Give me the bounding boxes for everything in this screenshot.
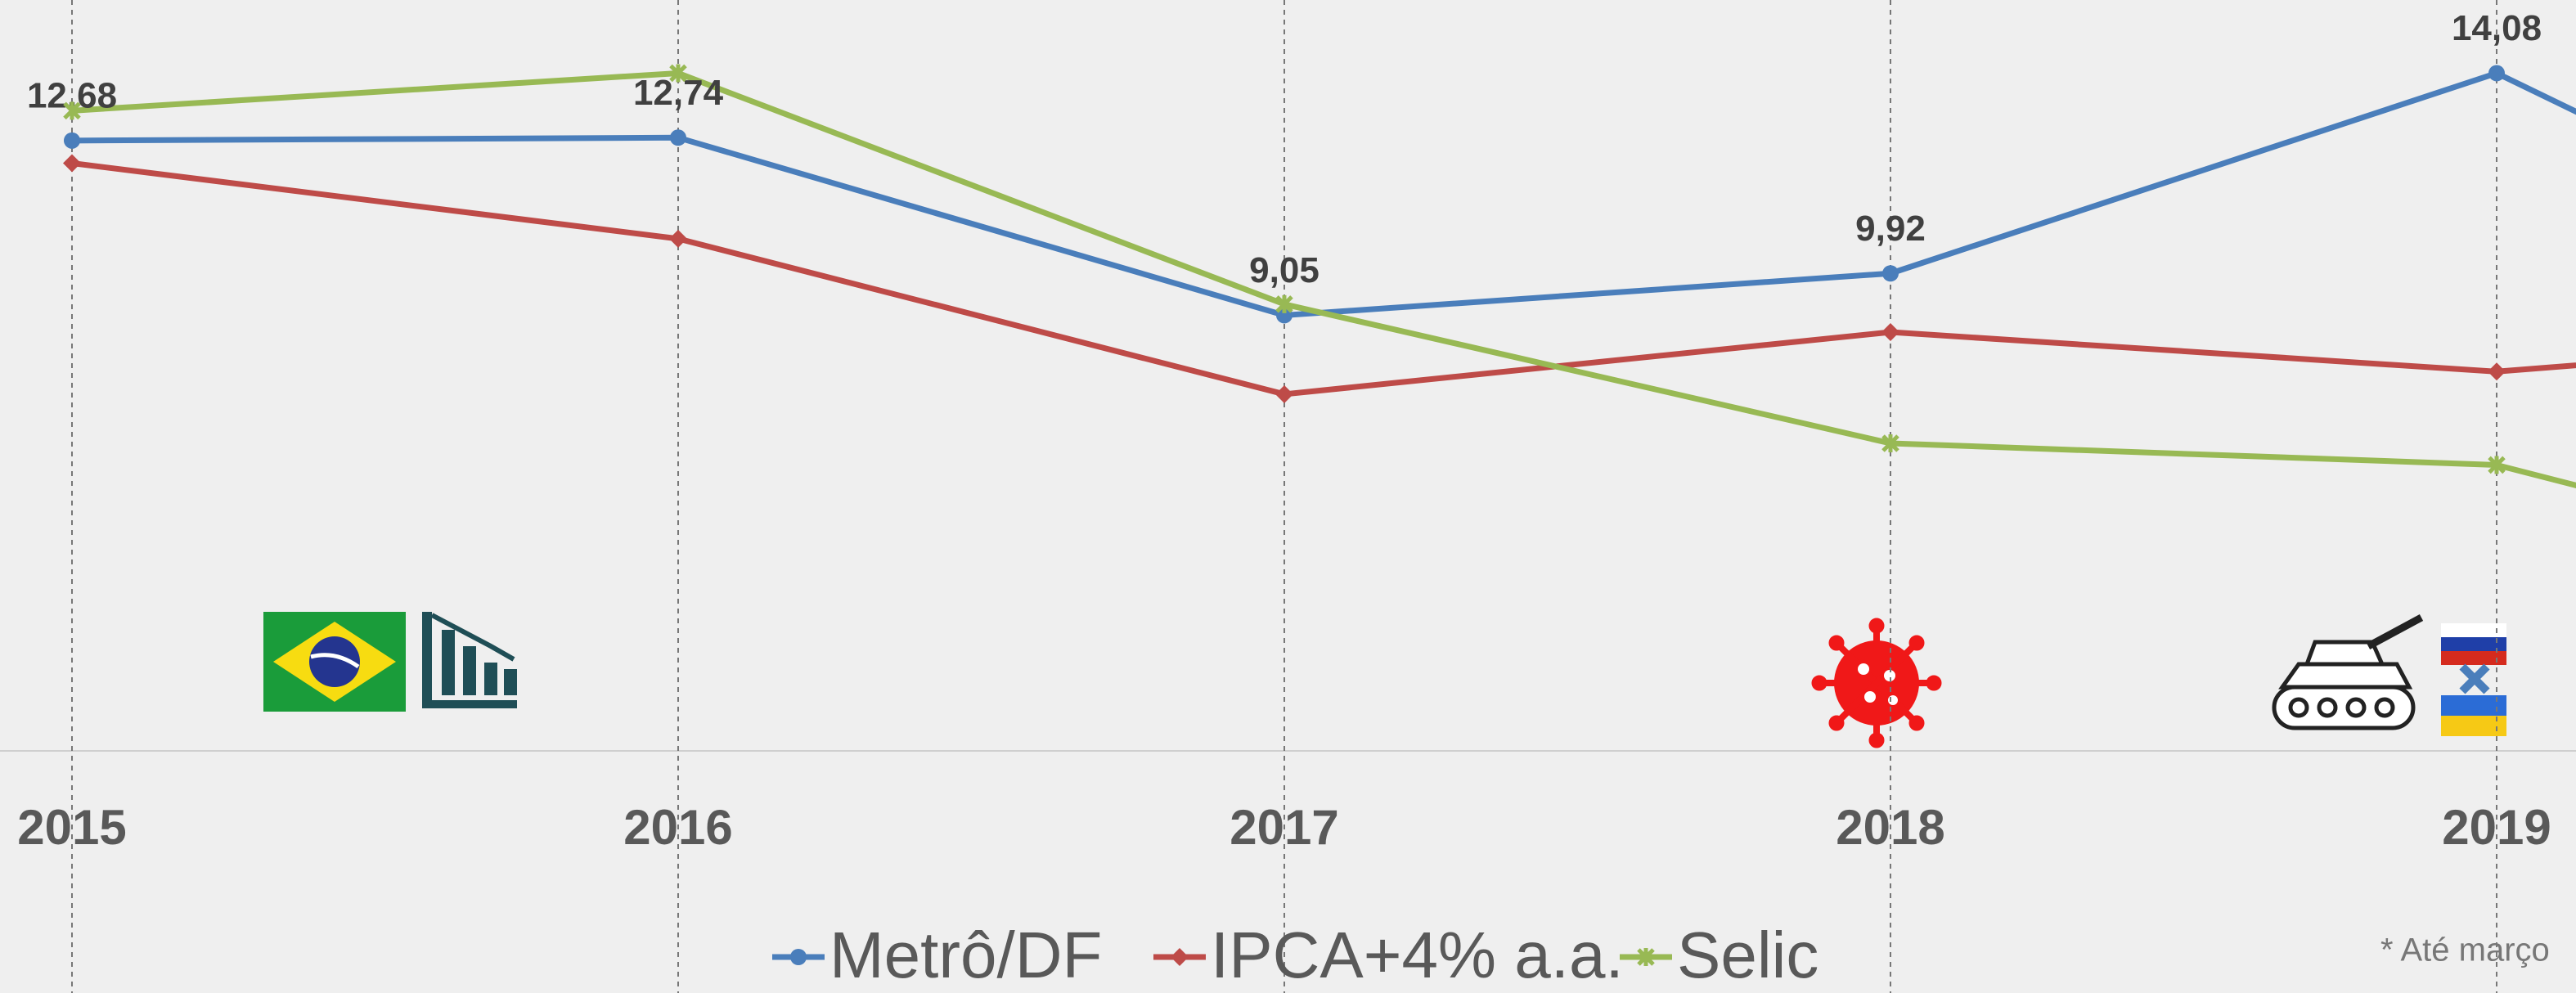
point: [669, 229, 687, 248]
data-label: 9,92: [1855, 209, 1926, 249]
brazil-flag: [263, 612, 406, 712]
legend-marker: [1171, 948, 1189, 966]
legend-marker: [790, 949, 807, 965]
legend-label: IPCA+4% a.a.: [1211, 919, 1624, 991]
war-flags: [2441, 623, 2506, 736]
x-tick-label: 2019: [2442, 800, 2551, 855]
legend-label: Metrô/DF: [829, 919, 1102, 991]
x-tick-label: 2018: [1836, 800, 1944, 855]
legend-marker: [1637, 948, 1655, 966]
data-label: 9,05: [1249, 250, 1319, 290]
data-label: 14,08: [2452, 8, 2542, 48]
point: [64, 132, 80, 149]
point: [63, 101, 81, 120]
point: [1275, 384, 1293, 403]
point: [2488, 362, 2506, 381]
point: [669, 64, 687, 83]
point: [670, 129, 686, 146]
legend-label: Selic: [1677, 919, 1818, 991]
chart-icon: [422, 612, 517, 708]
point: [1881, 323, 1899, 342]
x-tick-label: 2015: [17, 800, 126, 855]
point: [1882, 265, 1899, 282]
point: [2488, 456, 2506, 474]
footnote: * Até março: [2380, 932, 2550, 968]
point: [1881, 434, 1899, 452]
x-tick-label: 2017: [1230, 800, 1338, 855]
point: [63, 154, 81, 173]
point: [2488, 65, 2505, 82]
tank-icon: [2272, 614, 2424, 730]
point: [1275, 294, 1293, 313]
x-tick-label: 2016: [623, 800, 732, 855]
virus-icon: [1811, 618, 1942, 748]
